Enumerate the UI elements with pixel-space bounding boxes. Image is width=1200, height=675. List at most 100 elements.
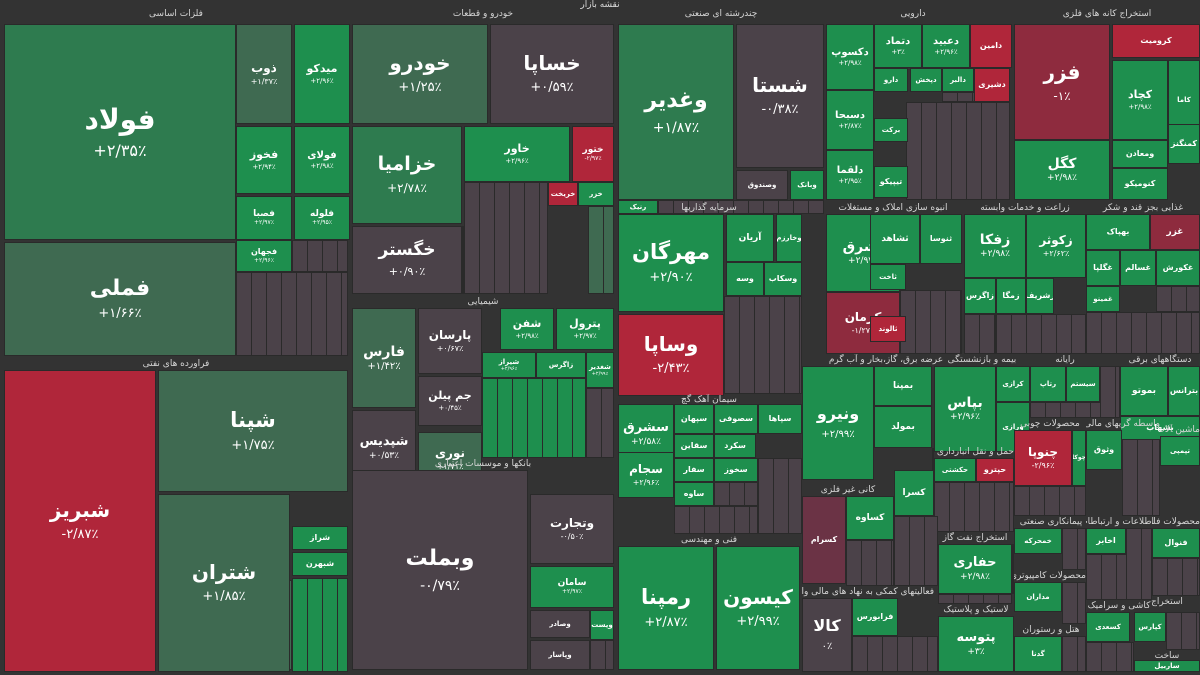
stock-tile[interactable]: ثشاهد <box>870 214 920 264</box>
stock-tile[interactable]: پارسان +۰/۶۷٪ <box>418 308 482 374</box>
stock-tile[interactable]: ومعادن <box>1112 140 1168 168</box>
stock-tile[interactable]: خگستر +۰/۹۰٪ <box>352 226 462 294</box>
stock-tile[interactable]: ذوب +۱/۳۷٪ <box>236 24 292 124</box>
stock-tile[interactable]: کالا ۰٪ <box>802 598 852 672</box>
stock-tile[interactable]: زشریف <box>1026 278 1054 314</box>
stock-tile[interactable]: کنومیکو <box>1112 168 1168 200</box>
stock-tile[interactable]: حکشتی <box>934 458 976 482</box>
stock-tile[interactable]: ثالوند <box>870 316 906 342</box>
stock-tile[interactable]: بهپاک <box>1086 214 1150 250</box>
stock-tile[interactable]: غکورش <box>1156 250 1200 286</box>
stock-tile[interactable]: دکسوپ +۲/۹۸٪ <box>826 24 874 90</box>
stock-tile[interactable]: شراز <box>292 526 348 550</box>
stock-tile[interactable]: فصبا +۲/۹۷٪ <box>236 196 292 240</box>
stock-tile[interactable]: ختور -۲/۹۷٪ <box>572 126 614 182</box>
stock-tile[interactable]: سخوز <box>714 458 758 482</box>
stock-tile[interactable]: آریان <box>726 214 774 262</box>
stock-tile[interactable]: سیستم <box>1066 366 1100 402</box>
stock-tile[interactable]: شتران +۱/۸۵٪ <box>158 494 290 672</box>
stock-tile[interactable]: بموتو <box>1120 366 1168 416</box>
stock-tile[interactable]: شبهرن <box>292 552 348 576</box>
stock-tile[interactable]: کمنگنز <box>1168 124 1200 164</box>
stock-tile[interactable]: بمولد <box>874 406 932 448</box>
stock-tile[interactable]: ونیرو +۲/۹۹٪ <box>802 366 874 480</box>
stock-tile[interactable]: وسه <box>726 262 764 296</box>
stock-tile[interactable]: میدکو +۲/۹۶٪ <box>294 24 350 124</box>
stock-tile[interactable]: سقاین <box>674 434 714 458</box>
stock-tile[interactable]: فلوله +۲/۹۵٪ <box>294 196 350 240</box>
stock-tile[interactable]: وغدیر +۱/۸۷٪ <box>618 24 734 200</box>
stock-tile[interactable]: خریخت <box>548 182 578 206</box>
stock-tile[interactable]: زفکا +۲/۹۸٪ <box>964 214 1026 278</box>
stock-tile[interactable]: رتاپ <box>1030 366 1066 402</box>
stock-tile[interactable]: وساپا -۲/۴۳٪ <box>618 314 724 396</box>
stock-tile[interactable]: غمینو <box>1086 286 1120 312</box>
stock-tile[interactable]: سکرد <box>714 434 756 458</box>
stock-tile[interactable]: خزر <box>578 182 614 206</box>
stock-tile[interactable]: بمپنا <box>874 366 932 406</box>
stock-tile[interactable]: اخابر <box>1086 528 1126 554</box>
stock-tile[interactable]: چوکا <box>1072 430 1086 486</box>
stock-tile[interactable]: دلقما +۲/۹۵٪ <box>826 150 874 200</box>
stock-tile[interactable]: فرابورس <box>852 598 898 636</box>
stock-tile[interactable]: زاگرس <box>536 352 586 378</box>
stock-tile[interactable]: خاور +۲/۹۶٪ <box>464 126 570 182</box>
stock-tile[interactable]: کساوه <box>846 496 894 540</box>
stock-tile[interactable]: کپارس <box>1134 612 1166 642</box>
stock-tile[interactable]: شستا -۰/۳۸٪ <box>736 24 824 168</box>
stock-tile[interactable]: فارس +۱/۴۲٪ <box>352 308 416 408</box>
stock-tile[interactable]: خودرو +۱/۲۵٪ <box>352 24 488 124</box>
stock-tile[interactable]: مهرگان +۲/۹۰٪ <box>618 214 724 312</box>
stock-tile[interactable]: دشیری <box>974 68 1010 102</box>
stock-tile[interactable]: زمگا <box>996 278 1026 314</box>
stock-tile[interactable]: وسکاب <box>764 262 802 296</box>
stock-tile[interactable]: وصادر <box>530 610 590 638</box>
stock-tile[interactable]: ثنوسا <box>920 214 962 264</box>
stock-tile[interactable]: شبریز -۲/۸۷٪ <box>4 370 156 672</box>
stock-tile[interactable]: دالبر <box>942 68 974 92</box>
stock-tile[interactable]: پتوسه +۳٪ <box>938 616 1014 672</box>
stock-tile[interactable]: کسرام <box>802 496 846 584</box>
stock-tile[interactable]: گدنا <box>1014 636 1062 672</box>
stock-tile[interactable]: دارو <box>874 68 908 92</box>
stock-tile[interactable]: دپخش <box>910 68 942 92</box>
stock-tile[interactable]: فولای +۲/۹۸٪ <box>294 126 350 194</box>
stock-tile[interactable]: مداران <box>1014 582 1062 612</box>
stock-tile[interactable]: کرومیت <box>1112 24 1200 58</box>
stock-tile[interactable]: فولاد +۲/۳۵٪ <box>4 24 236 240</box>
stock-tile[interactable]: دعبید +۲/۹۶٪ <box>922 24 970 68</box>
stock-tile[interactable]: بترانس <box>1168 366 1200 416</box>
stock-tile[interactable]: فزر -۱٪ <box>1014 24 1110 140</box>
stock-tile[interactable]: زکوثر +۲/۶۲٪ <box>1026 214 1086 278</box>
stock-tile[interactable]: کرازی <box>996 366 1030 402</box>
stock-tile[interactable]: فجهان +۲/۹۶٪ <box>236 240 292 272</box>
stock-tile[interactable]: دامین <box>970 24 1012 68</box>
stock-tile[interactable]: حفاری +۲/۹۸٪ <box>938 544 1012 594</box>
stock-tile[interactable]: ثاخت <box>870 264 906 290</box>
stock-tile[interactable]: زاگرس <box>964 278 996 314</box>
stock-tile[interactable]: کسرا <box>894 470 934 516</box>
stock-tile[interactable]: جم پیلن +۰/۴۵٪ <box>418 376 482 426</box>
stock-tile[interactable]: تپمپی <box>1160 436 1200 466</box>
stock-tile[interactable]: سجام +۲/۹۶٪ <box>618 452 674 498</box>
stock-tile[interactable]: غسالم <box>1120 250 1156 286</box>
stock-tile[interactable]: وپاسار <box>530 640 590 670</box>
stock-tile[interactable]: سامان +۲/۹۷٪ <box>530 566 614 608</box>
stock-tile[interactable]: وثوق <box>1086 430 1122 470</box>
stock-tile[interactable]: سپهان <box>674 404 714 434</box>
stock-tile[interactable]: وخارزم <box>776 214 802 262</box>
stock-tile[interactable]: وتجارت -۰/۵۰٪ <box>530 494 614 564</box>
stock-tile[interactable]: سفار <box>674 458 714 482</box>
stock-tile[interactable]: پترول +۲/۹۷٪ <box>556 308 614 350</box>
stock-tile[interactable]: وبانک <box>790 170 824 200</box>
stock-tile[interactable]: چنوپا -۲/۹۶٪ <box>1014 430 1072 486</box>
stock-tile[interactable]: شپنا +۱/۷۵٪ <box>158 370 348 492</box>
stock-tile[interactable]: کگل +۲/۹۸٪ <box>1014 140 1110 200</box>
stock-tile[interactable]: دسبحا +۲/۸۷٪ <box>826 90 874 150</box>
stock-tile[interactable]: برکت <box>874 118 908 142</box>
stock-tile[interactable]: سپاها <box>758 404 802 434</box>
stock-tile[interactable]: شیراز +۲/۹۶٪ <box>482 352 536 378</box>
stock-tile[interactable]: تیپیکو <box>874 166 908 198</box>
stock-tile[interactable]: فملی +۱/۶۶٪ <box>4 242 236 356</box>
stock-tile[interactable]: وپست <box>590 610 614 640</box>
